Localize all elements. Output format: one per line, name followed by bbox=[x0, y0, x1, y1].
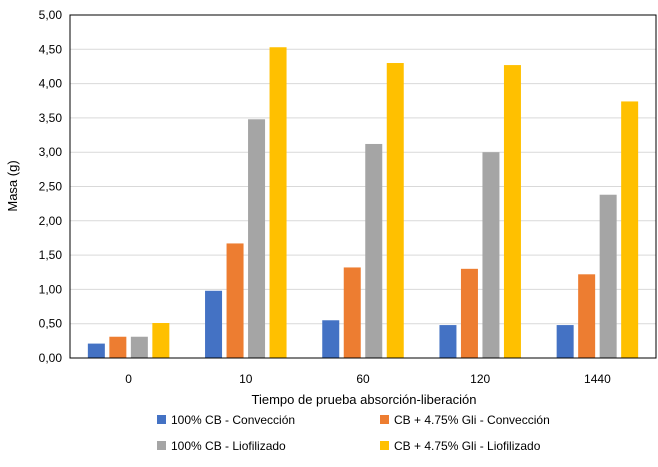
x-tick-label: 0 bbox=[125, 372, 132, 386]
bar bbox=[599, 194, 617, 358]
legend-swatch bbox=[157, 415, 166, 424]
x-tick-label: 60 bbox=[356, 372, 370, 386]
y-tick-label: 3,00 bbox=[39, 145, 63, 159]
bar bbox=[109, 336, 127, 358]
legend-swatch bbox=[157, 441, 166, 450]
bar bbox=[482, 152, 500, 358]
y-tick-label: 5,00 bbox=[39, 8, 63, 22]
legend-swatch bbox=[380, 415, 389, 424]
legend-swatch bbox=[380, 441, 389, 450]
x-tick-label: 1440 bbox=[584, 372, 611, 386]
bar bbox=[556, 325, 574, 358]
bar bbox=[226, 243, 244, 358]
legend: 100% CB - Convección CB + 4.75% Gli - Con… bbox=[157, 413, 550, 453]
y-tick-label: 1,00 bbox=[39, 282, 63, 296]
y-tick-label: 1,50 bbox=[39, 248, 63, 262]
bar bbox=[578, 274, 596, 358]
x-axis-title: Tiempo de prueba absorción-liberación bbox=[252, 392, 477, 407]
bar bbox=[386, 63, 404, 359]
y-tick-label: 2,50 bbox=[39, 180, 63, 194]
y-tick-label: 3,50 bbox=[39, 111, 63, 125]
y-axis-title: Masa (g) bbox=[5, 160, 20, 211]
bar bbox=[503, 65, 521, 358]
y-tick-label: 4,00 bbox=[39, 77, 63, 91]
bar bbox=[269, 47, 287, 358]
bar bbox=[152, 323, 170, 358]
legend-label: CB + 4.75% Gli - Convección bbox=[394, 413, 550, 427]
bar bbox=[343, 267, 361, 358]
y-tick-label: 2,00 bbox=[39, 214, 63, 228]
gridlines bbox=[70, 14, 656, 325]
bar bbox=[439, 325, 457, 358]
plot-area-border bbox=[69, 14, 657, 359]
legend-label: 100% CB - Liofilizado bbox=[171, 439, 286, 453]
axes: 0,00 0,50 1,00 1,50 2,00 2,50 3,00 3,50 4,00 4,50… bbox=[39, 8, 657, 386]
bar bbox=[248, 119, 266, 358]
y-tick-label: 0,50 bbox=[39, 317, 63, 331]
legend-label: 100% CB - Convección bbox=[171, 413, 295, 427]
y-tick-label: 0,00 bbox=[39, 351, 63, 365]
bar bbox=[87, 343, 105, 358]
y-tick-label: 4,50 bbox=[39, 42, 63, 56]
legend-label: CB + 4.75% Gli - Liofilizado bbox=[394, 439, 541, 453]
bar bbox=[130, 336, 148, 358]
bar bbox=[322, 320, 340, 358]
bar bbox=[621, 101, 639, 358]
x-tick-label: 120 bbox=[470, 372, 490, 386]
x-tick-label: 10 bbox=[239, 372, 253, 386]
bar bbox=[460, 268, 478, 358]
bars bbox=[87, 47, 639, 359]
bar bbox=[365, 143, 383, 358]
bar bbox=[205, 290, 223, 358]
